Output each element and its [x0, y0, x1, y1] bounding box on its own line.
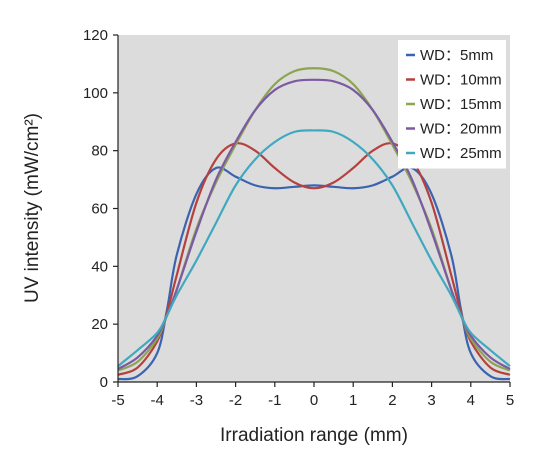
- legend-label: WD：20mm: [420, 121, 502, 138]
- series-line-5: [117, 129, 511, 367]
- legend: WD：5mm WD：10mm WD：15mm WD：20mm WD：25mm: [398, 40, 506, 169]
- y-tick-label: 40: [91, 258, 108, 275]
- x-tick-label: -1: [268, 392, 281, 409]
- legend-label: WD：5mm: [420, 47, 493, 64]
- series-lines: [117, 67, 511, 381]
- series-line-2: [117, 142, 511, 376]
- legend-label: WD：25mm: [420, 145, 502, 162]
- series-line-1: [117, 166, 511, 381]
- legend-box: [398, 40, 506, 169]
- y-tick-label: 20: [91, 316, 108, 333]
- x-tick-label: 2: [388, 392, 396, 409]
- y-axis-title: UV intensity (mW/cm²): [22, 113, 43, 303]
- legend-label: WD：15mm: [420, 96, 502, 113]
- y-tick-label: 60: [91, 201, 108, 218]
- y-tick-label: 120: [83, 27, 108, 44]
- x-tick-label: 3: [427, 392, 435, 409]
- legend-label: WD：10mm: [420, 72, 502, 89]
- x-tick-label: 1: [349, 392, 357, 409]
- axes: 0 20 40 60 80 100 120 -5 -4 -3 -2 -1 0 1 2 3 4 5: [83, 27, 514, 409]
- y-tick-label: 0: [100, 374, 108, 391]
- x-tick-label: -3: [190, 392, 203, 409]
- x-tick-label: -2: [229, 392, 242, 409]
- x-tick-label: 4: [467, 392, 475, 409]
- x-tick-label: 5: [506, 392, 514, 409]
- series-line-4: [117, 78, 511, 370]
- x-axis-title: Irradiation range (mm): [220, 425, 408, 446]
- x-tick-label: -5: [111, 392, 124, 409]
- y-tick-label: 80: [91, 143, 108, 160]
- x-tick-label: -4: [151, 392, 164, 409]
- x-tick-label: 0: [310, 392, 318, 409]
- y-tick-label: 100: [83, 85, 108, 102]
